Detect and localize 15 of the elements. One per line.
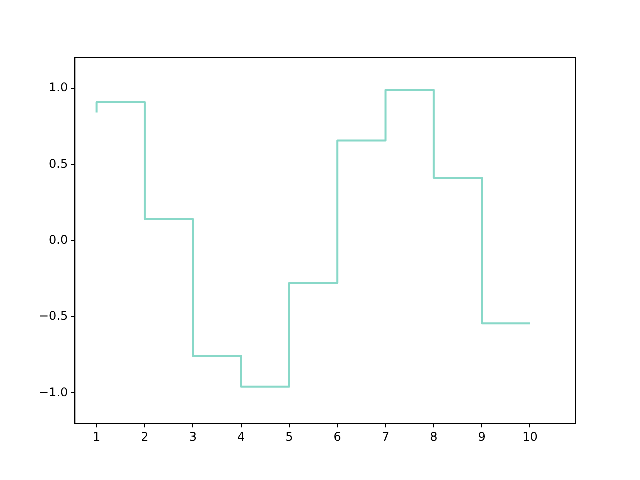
y-tick-label: −0.5 — [39, 309, 68, 324]
x-tick-label: 9 — [478, 430, 486, 444]
x-tick-label: 4 — [237, 430, 246, 444]
x-tick-label: 10 — [522, 430, 538, 444]
y-tick-label: −1.0 — [39, 385, 68, 400]
x-tick-label: 6 — [334, 430, 342, 444]
x-tick-label: 8 — [430, 430, 438, 444]
y-tick-label: 1.0 — [49, 80, 68, 95]
x-tick-label: 3 — [189, 430, 197, 444]
x-tick-label: 5 — [286, 430, 294, 444]
x-tick-label: 2 — [141, 430, 149, 444]
y-tick-label: 0.5 — [49, 156, 68, 171]
y-tick-label: 0.0 — [49, 232, 68, 247]
x-tick-label: 1 — [92, 430, 101, 444]
x-tick-label: 7 — [382, 430, 390, 444]
